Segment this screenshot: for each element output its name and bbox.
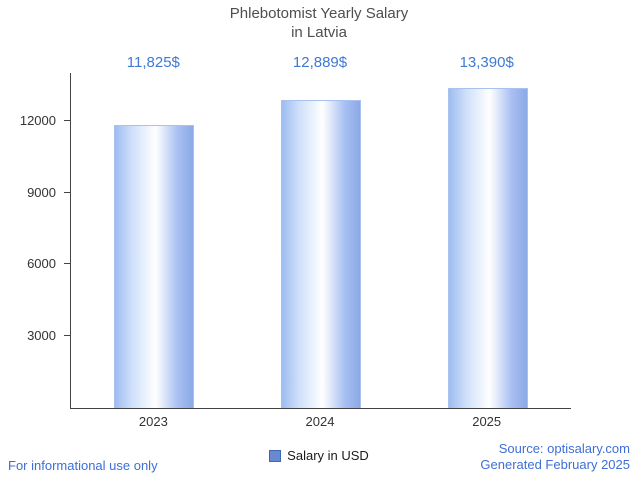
y-tick-label: 3000 — [27, 328, 56, 344]
bar-slot — [404, 73, 571, 408]
chart-title-line1: Phlebotomist Yearly Salary — [229, 5, 409, 22]
y-tick-mark — [64, 119, 70, 121]
bar-slot — [238, 73, 405, 408]
bar-value-label: 13,390$ — [459, 54, 514, 71]
x-axis-label: 2023 — [138, 414, 168, 429]
y-tick-mark — [64, 335, 70, 337]
x-labels-row: 2023 2024 2025 — [70, 414, 570, 429]
y-tick-label: 12000 — [19, 112, 56, 128]
value-labels-row: 11,825$ 12,889$ 13,390$ — [70, 54, 570, 71]
x-axis-label: 2024 — [305, 414, 335, 429]
footer-source-line2: Generated February 2025 — [480, 457, 630, 472]
y-tick-mark — [64, 191, 70, 193]
plot-area — [70, 73, 571, 409]
footer-source-line1: Source: optisalary.com — [498, 441, 630, 456]
chart-title-line2: in Latvia — [291, 24, 347, 41]
legend: Salary in USD — [0, 448, 638, 463]
bar-2023[interactable] — [114, 125, 195, 408]
y-tick-label: 9000 — [27, 184, 56, 200]
bar-2024[interactable] — [281, 99, 361, 408]
y-tick-mark — [64, 263, 70, 265]
x-axis-label: 2025 — [472, 414, 502, 429]
chart-title: Phlebotomist Yearly Salary in Latvia — [0, 4, 638, 42]
legend-swatch[interactable] — [269, 449, 282, 462]
y-tick-label: 6000 — [27, 256, 56, 272]
bar-2025[interactable] — [447, 87, 528, 408]
bar-value-label: 12,889$ — [292, 54, 348, 71]
footer-source: Source: optisalary.com Generated Februar… — [480, 441, 630, 473]
legend-label[interactable]: Salary in USD — [287, 448, 369, 463]
bar-slot — [71, 73, 238, 408]
footer-note: For informational use only — [8, 458, 158, 473]
y-axis: 3000 6000 9000 12000 — [0, 73, 70, 408]
bar-value-label: 11,825$ — [126, 54, 180, 71]
